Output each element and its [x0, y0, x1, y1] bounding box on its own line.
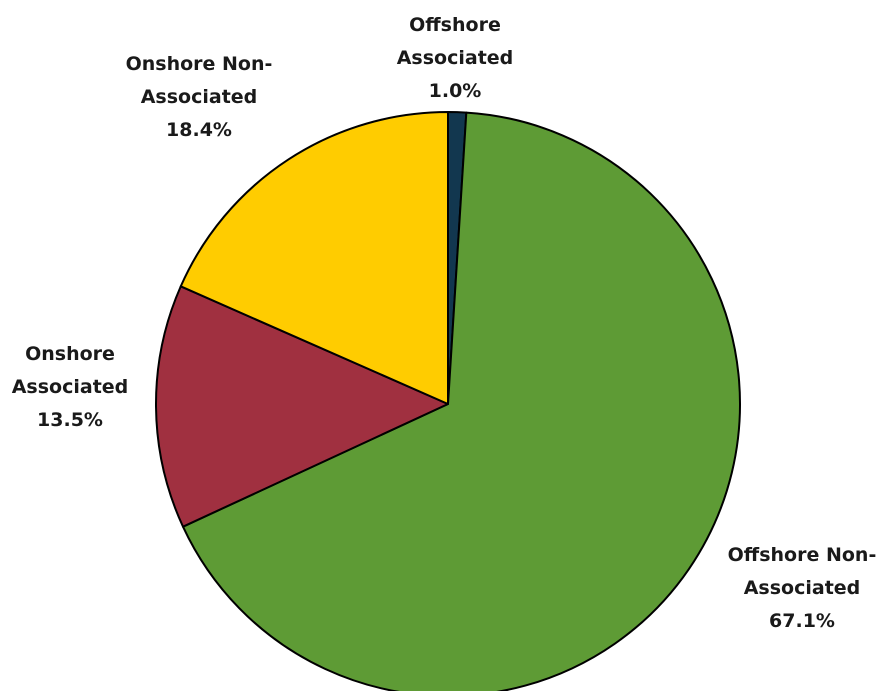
- pie-slice: [182, 111, 741, 691]
- slice-percent: 67.1%: [769, 610, 835, 632]
- slice-name-line: Offshore: [409, 14, 501, 36]
- slice-label: Offshore Associated 1.0%: [397, 14, 514, 102]
- slice-label: Onshore Non- Associated 18.4%: [126, 53, 273, 141]
- slice-name-line: Associated: [141, 86, 258, 108]
- pie-slice: [155, 285, 449, 528]
- slice-name-line: Associated: [744, 577, 861, 599]
- slice-name-line: Associated: [12, 376, 129, 398]
- slice-percent: 18.4%: [166, 119, 232, 141]
- slice-name-line: Offshore Non-: [728, 544, 877, 566]
- slice-label: Onshore Associated 13.5%: [12, 343, 129, 431]
- slice-label: Offshore Non- Associated 67.1%: [728, 544, 877, 632]
- slice-name-line: Onshore Non-: [126, 53, 273, 75]
- slice-name-line: Onshore: [25, 343, 115, 365]
- slice-percent: 13.5%: [37, 409, 103, 431]
- pie-slice: [179, 111, 449, 405]
- pie-labels: Offshore Associated 1.0% Offshore Non- Assoc…: [12, 14, 877, 632]
- slice-percent: 1.0%: [429, 80, 482, 102]
- slice-name-line: Associated: [397, 47, 514, 69]
- pie-slices: [155, 111, 741, 691]
